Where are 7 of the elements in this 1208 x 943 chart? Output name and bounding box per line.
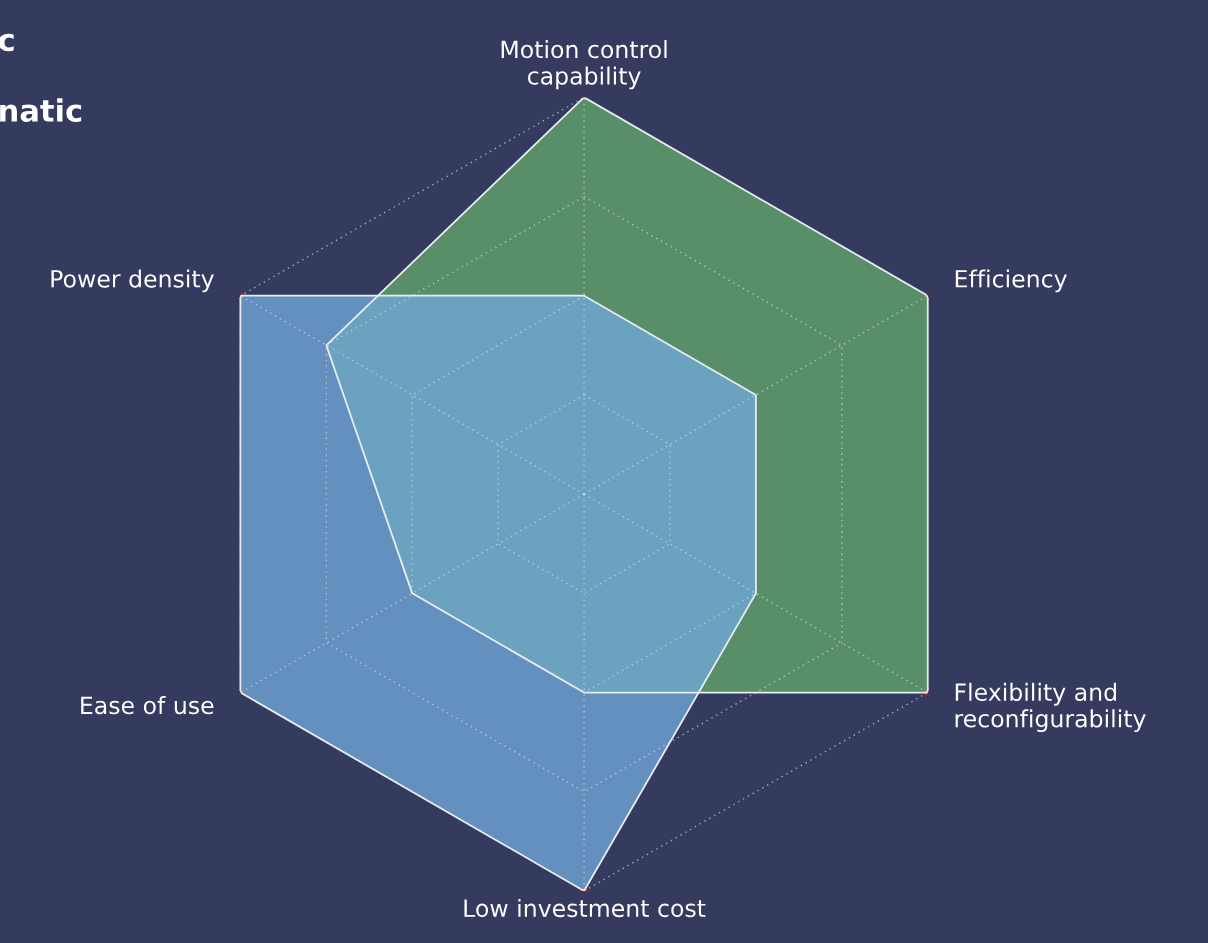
spoke-label: Ease of use [81, 696, 214, 715]
spoke-label: Motion control capability [501, 40, 667, 90]
spoke-label: Power density [51, 269, 214, 293]
text: natic [0, 98, 82, 123]
spoke-label: Low investment cost [464, 898, 706, 918]
spoke-label: Flexibility and reconfigurability [955, 682, 1146, 733]
spoke-label: Efficiency [955, 269, 1067, 293]
